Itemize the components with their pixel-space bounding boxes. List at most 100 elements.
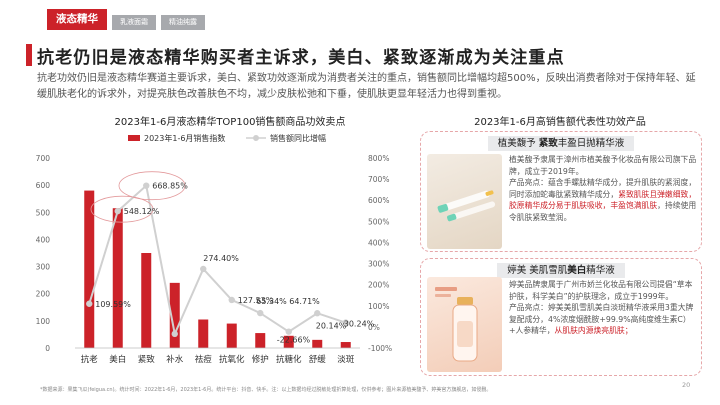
growth-data-label-extra: 30.24%: [344, 320, 375, 329]
y-left-tick-label: 300: [36, 263, 51, 272]
tab-lotion-cream[interactable]: 乳液面霜: [112, 15, 156, 30]
page-title: 抗老仍旧是液态精华购买者主诉求，美白、紧致逐渐成为关注重点: [37, 48, 565, 68]
growth-line: [88, 183, 347, 338]
product-heading-prefix: 婷美 美肌雪肌: [507, 265, 568, 276]
x-tick-label: 抗氧化: [219, 354, 245, 365]
growth-point-淡斑: [342, 319, 349, 326]
y-right-tick-label: 800%: [368, 154, 389, 163]
growth-data-label: -22.66%: [277, 336, 311, 345]
x-tick-label: 修护: [252, 354, 269, 365]
bar-祛痘: [198, 319, 209, 348]
highlight-ellipse-meibai: [90, 195, 154, 223]
product-heading-suffix: 丰盈日抛精华液: [557, 138, 625, 149]
bar-抗氧化: [226, 323, 237, 348]
efficacy-chart: 2023年1-6月销售指数 销售额同比增幅 0 100 200 300 400 500 600 7…: [36, 133, 392, 365]
x-tick-label: 抗老: [81, 354, 99, 365]
bar-紧致: [141, 253, 152, 348]
y-right-tick-label: 200%: [368, 281, 389, 290]
bar-舒缓: [312, 339, 323, 348]
bar-补水: [169, 282, 180, 348]
tab-liquid-serum[interactable]: 液态精华: [47, 9, 107, 30]
category-tabs: 液态精华 乳液面霜 精油纯露: [47, 9, 210, 30]
y-right-tick-label: 500%: [368, 217, 389, 226]
growth-data-label: 668.85%: [152, 182, 188, 191]
y-left-tick-label: 400: [36, 235, 51, 244]
x-tick-label: 舒缓: [309, 354, 327, 365]
growth-data-label: 109.59%: [95, 300, 131, 309]
serum-bottle-icon: [435, 287, 478, 362]
growth-point-舒缓: [314, 310, 321, 317]
growth-data-label: 127.53%: [238, 296, 274, 305]
product-description: 植美馥予隶属于漳州市植美馥予化妆品有限公司旗下品牌，成立于2019年。 产品亮点…: [509, 154, 697, 224]
growth-data-label: 548.12%: [124, 207, 160, 216]
growth-point-抗氧化: [228, 296, 235, 304]
highlight-emphasis: 从肌肤内源焕亮肌肤；: [554, 326, 633, 336]
highlight-ellipse-jinzhi: [118, 171, 186, 201]
y-right-tick-label: 400%: [368, 238, 389, 247]
bar-抗老: [84, 190, 95, 348]
chart-title: 2023年1-6月液态精华TOP100销售额商品功效卖点: [114, 117, 346, 128]
y-left-tick-label: 500: [36, 208, 51, 217]
highlight-text: 产品亮点：婷美美肌雪肌美白淡斑精华液采用3重大牌复配成分，4%浓度烟酰胺+99.…: [509, 303, 694, 336]
product-image: [427, 277, 502, 372]
tab-essential-oil[interactable]: 精油纯露: [161, 15, 205, 30]
y-right-tick-label: 300%: [368, 260, 389, 269]
product-description: 婷美品牌隶属于广州市娇兰化妆品有限公司提倡“草本护肤，科学美白”的护肤理念，成立…: [509, 279, 697, 337]
product-heading-suffix: 精华液: [586, 265, 615, 276]
growth-data-label: 274.40%: [203, 254, 239, 263]
product-card-heading: 植美馥予 紧致丰盈日抛精华液: [421, 135, 701, 151]
page-number: 20: [682, 381, 691, 389]
y-right-tick-label: 0%: [368, 323, 380, 332]
y-left-tick-label: 200: [36, 290, 51, 299]
product-intro: 婷美品牌隶属于广州市娇兰化妆品有限公司提倡“草本护肤，科学美白”的护肤理念，成立…: [509, 280, 693, 301]
y-left-tick-label: 600: [36, 181, 51, 190]
product-intro: 植美馥予隶属于漳州市植美馥予化妆品有限公司旗下品牌，成立于2019年。: [509, 155, 697, 176]
product-highlights: 产品亮点：蕴含手螺肽精华成分，提升肌肤的紧润度，同时添加蛇毒肽紧致精华成分，紧致…: [509, 177, 697, 223]
right-panel-title: 2023年1-6月高销售额代表性功效产品: [474, 117, 646, 128]
product-heading-prefix: 植美馥予: [497, 138, 539, 149]
highlight-text-end: ，持续使用令肌肤紧致莹润。: [509, 201, 697, 222]
x-tick-label: 美白: [109, 354, 126, 365]
product-card-zhimeifuyu: 植美馥予 紧致丰盈日抛精华液 植美馥予隶属于漳州市植美馥予化妆品有限公司旗下品牌…: [420, 131, 702, 252]
highlight-text: 产品亮点：蕴含手螺肽精华成分，提升肌肤的紧润度，同时添加蛇毒肽紧致精华成分，: [509, 178, 697, 199]
growth-point-祛痘: [200, 265, 207, 273]
growth-data-label: 64.71%: [289, 297, 320, 306]
growth-point-美白: [114, 207, 121, 215]
product-heading-keyword: 紧致: [538, 138, 558, 149]
y-right-tick-label: 700%: [368, 175, 389, 184]
product-heading-keyword: 美白: [567, 265, 587, 276]
x-tick-label: 紧致: [138, 354, 156, 365]
y-left-tick-label: 0: [45, 344, 50, 353]
page-subtitle: 抗老功效仍旧是液态精华赛道主要诉求，美白、紧致功效逐渐成为消费者关注的重点，销售…: [37, 73, 696, 100]
y-right-tick-label: 100%: [368, 302, 389, 311]
y-right-tick-label: 600%: [368, 196, 389, 205]
x-tick-label: 抗糖化: [276, 354, 302, 365]
product-heading-highlight: 植美馥予 紧致丰盈日抛精华液: [487, 136, 635, 151]
title-accent-bar: [26, 44, 32, 66]
product-heading-highlight: 婷美 美肌雪肌美白精华液: [497, 263, 625, 278]
x-tick-label: 补水: [166, 354, 184, 365]
serum-ampoule-icon: [437, 190, 496, 222]
growth-point-抗老: [86, 300, 93, 307]
product-card-heading: 婷美 美肌雪肌美白精华液: [421, 262, 701, 278]
legend-swatch-sales-index: [128, 135, 140, 141]
x-tick-label: 淡斑: [337, 354, 355, 365]
growth-point-修护: [257, 309, 264, 317]
growth-data-label: 20.14%: [316, 322, 347, 331]
growth-point-补水: [171, 330, 178, 338]
bar-修护: [255, 333, 266, 348]
product-image: [427, 154, 502, 249]
highlight-emphasis: 紧致肌肤且弹嫩细致，胶原精华成分易于肌肤吸收，丰盈饱满肌肤: [509, 189, 697, 211]
growth-point-抗糖化: [285, 328, 292, 335]
product-card-tingmei: 婷美 美肌雪肌美白精华液 婷美品牌隶属于广州市娇兰化妆品有限公司提倡“草本护肤，…: [420, 258, 702, 376]
data-source-footnote: *数据来源：果集飞瓜(feigua.cn)。统计时间：2022年1-6月，202…: [40, 387, 492, 393]
x-tick-label: 祛痘: [195, 354, 213, 365]
y-right-tick-label: -100%: [368, 344, 392, 353]
bar-抗糖化: [283, 335, 294, 348]
y-left-tick-label: 700: [36, 154, 51, 163]
bar-美白: [112, 208, 123, 348]
growth-point-紧致: [143, 182, 150, 189]
legend-label-sales-index: 2023年1-6月销售指数: [144, 133, 225, 143]
bar-淡斑: [340, 342, 351, 348]
y-left-tick-label: 100: [36, 317, 51, 326]
